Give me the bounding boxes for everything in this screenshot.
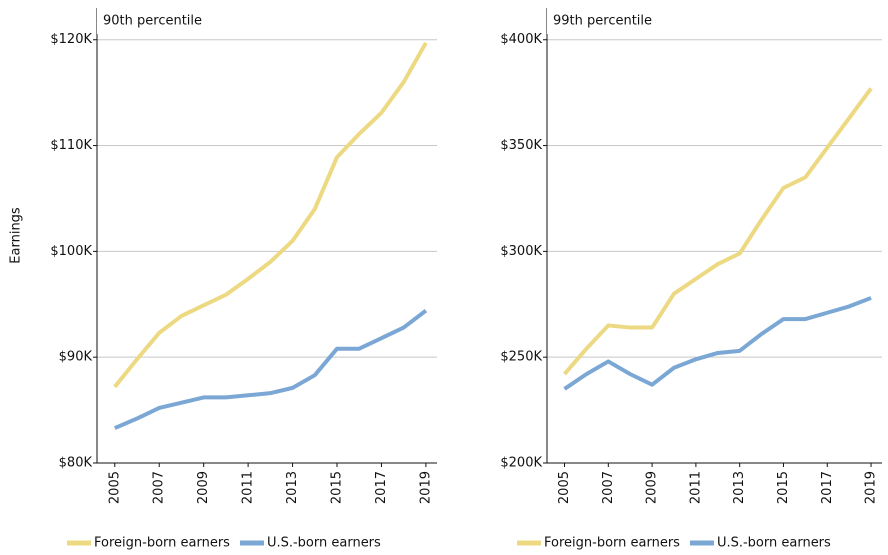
x-tick-label: 2011 <box>241 471 256 504</box>
legend-label: U.S.-born earners <box>267 536 381 551</box>
y-tick-label: $100K <box>50 244 92 259</box>
x-tick-label: 2017 <box>820 471 835 504</box>
y-tick-label: $250K <box>500 350 542 365</box>
x-tick-label: 2013 <box>732 471 747 504</box>
x-tick-label: 2015 <box>776 471 791 504</box>
x-tick-label: 2007 <box>601 471 616 504</box>
x-tick-label: 2019 <box>864 471 879 504</box>
x-tick-label: 2015 <box>330 471 345 504</box>
x-tick-label: 2005 <box>107 471 122 504</box>
x-tick-label: 2007 <box>152 471 167 504</box>
legend-label: Foreign-born earners <box>94 536 230 551</box>
x-tick-label: 2017 <box>374 471 389 504</box>
y-axis-label: Earnings <box>9 207 24 264</box>
series-line <box>563 296 872 391</box>
x-tick-label: 2013 <box>285 471 300 504</box>
y-tick-label: $350K <box>500 138 542 153</box>
x-tick-label: 2019 <box>418 471 433 504</box>
y-tick-label: $120K <box>50 32 92 47</box>
x-tick-label: 2011 <box>688 471 703 504</box>
y-tick-label: $300K <box>500 244 542 259</box>
x-tick-label: 2009 <box>196 471 211 504</box>
series-line <box>113 309 428 430</box>
y-tick-label: $80K <box>59 456 93 471</box>
series-line <box>563 87 873 376</box>
y-tick-label: $110K <box>50 138 92 153</box>
x-tick-label: 2009 <box>645 471 660 504</box>
y-tick-label: $400K <box>500 32 542 47</box>
x-tick-label: 2005 <box>557 471 572 504</box>
y-tick-label: $90K <box>59 350 93 365</box>
legend-label: Foreign-born earners <box>544 536 680 551</box>
series-line <box>113 41 428 389</box>
subtitle-box <box>97 8 225 34</box>
y-tick-label: $200K <box>500 456 542 471</box>
legend-label: U.S.-born earners <box>717 536 831 551</box>
subtitle-box <box>547 8 675 34</box>
subtitle: 99th percentile <box>553 14 652 29</box>
subtitle: 90th percentile <box>103 14 202 29</box>
